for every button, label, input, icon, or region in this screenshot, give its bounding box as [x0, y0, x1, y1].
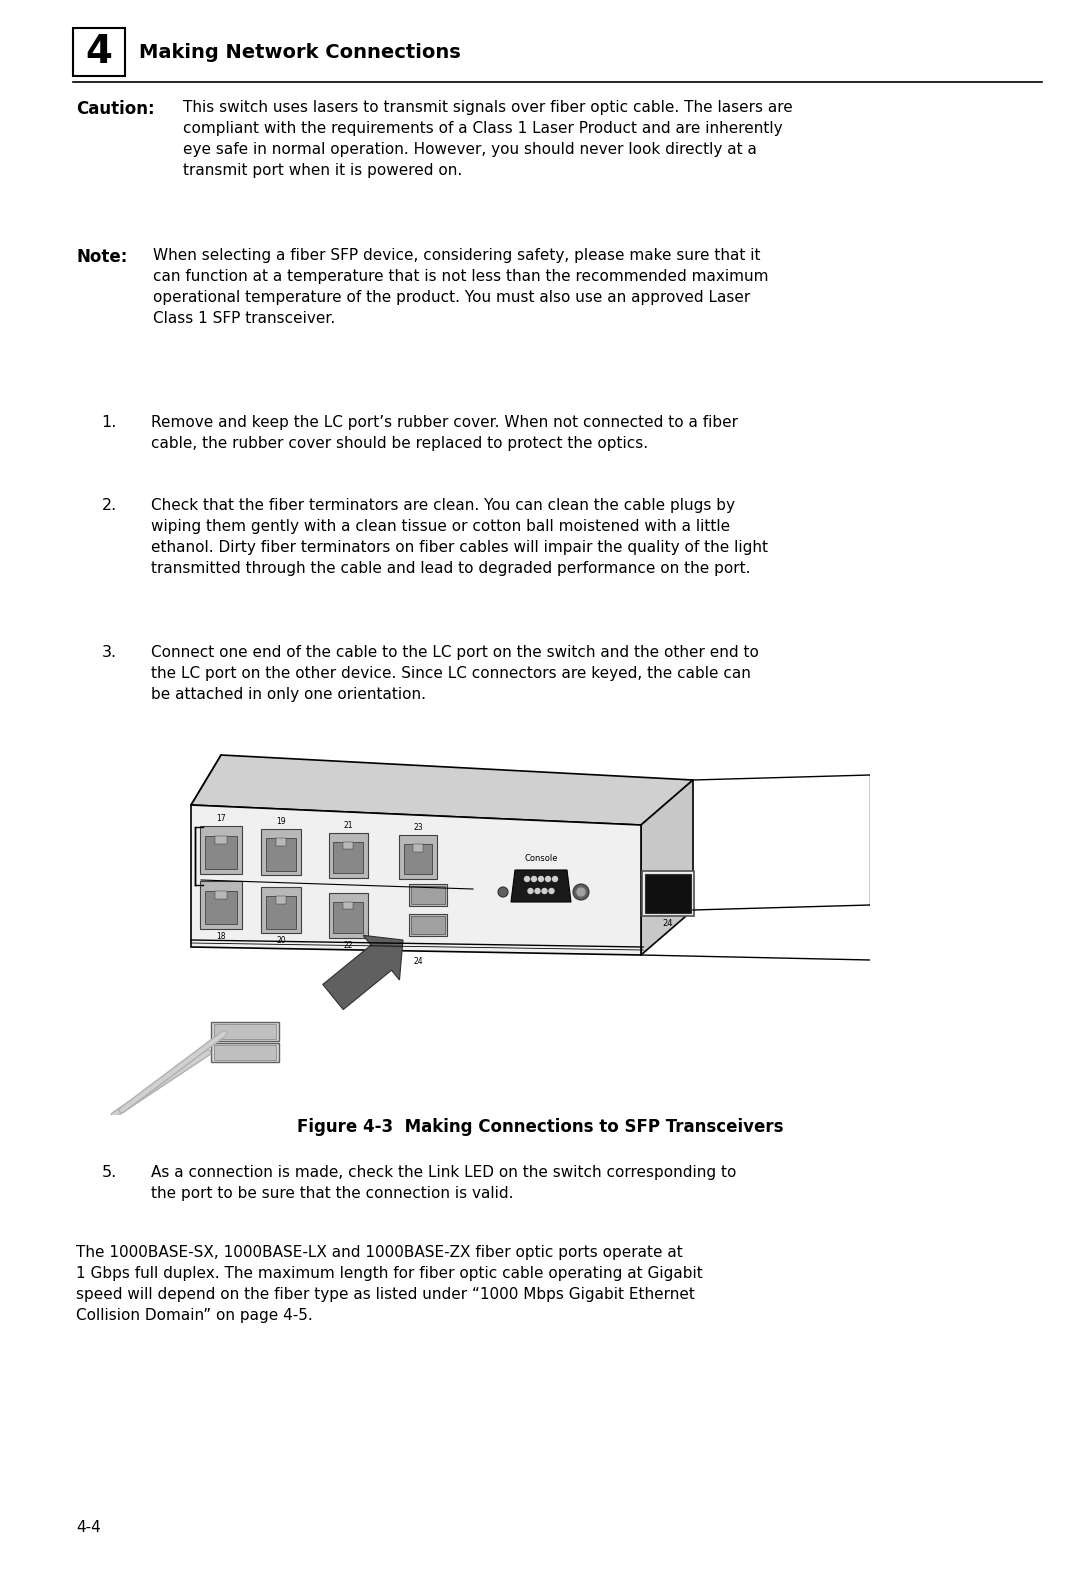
Text: 19: 19	[276, 816, 286, 826]
Text: 1.: 1.	[102, 414, 117, 430]
Bar	[266, 838, 296, 871]
Text: 23: 23	[414, 823, 422, 832]
Circle shape	[539, 876, 543, 881]
Text: 24: 24	[414, 958, 422, 966]
Text: Making Network Connections: Making Network Connections	[139, 42, 461, 61]
Bar	[342, 842, 353, 849]
Bar	[200, 826, 242, 874]
Text: 4: 4	[85, 33, 112, 71]
Bar	[200, 881, 242, 929]
Bar	[214, 1024, 276, 1039]
Text: Connect one end of the cable to the LC port on the switch and the other end to
t: Connect one end of the cable to the LC p…	[151, 645, 759, 702]
Bar	[328, 892, 367, 937]
Bar	[73, 28, 125, 75]
Bar	[275, 838, 286, 846]
Bar	[642, 870, 694, 915]
Text: 2.: 2.	[102, 498, 117, 513]
Bar	[260, 887, 301, 933]
Text: As a connection is made, check the Link LED on the switch corresponding to
the p: As a connection is made, check the Link …	[151, 1165, 737, 1201]
Circle shape	[545, 876, 551, 881]
Text: Note:: Note:	[77, 248, 127, 265]
Bar	[328, 832, 367, 878]
Text: Caution:: Caution:	[77, 100, 156, 118]
Bar	[411, 885, 445, 904]
Bar	[266, 896, 296, 928]
Text: 3.: 3.	[102, 645, 117, 659]
Text: Check that the fiber terminators are clean. You can clean the cable plugs by
wip: Check that the fiber terminators are cle…	[151, 498, 769, 576]
Bar	[334, 901, 363, 933]
Bar	[334, 842, 363, 873]
Bar	[411, 915, 445, 934]
Text: When selecting a fiber SFP device, considering safety, please make sure that it
: When selecting a fiber SFP device, consi…	[153, 248, 769, 327]
Text: Figure 4-3  Making Connections to SFP Transceivers: Figure 4-3 Making Connections to SFP Tra…	[297, 1118, 783, 1137]
Text: Remove and keep the LC port’s rubber cover. When not connected to a fiber
cable,: Remove and keep the LC port’s rubber cov…	[151, 414, 739, 451]
Bar	[409, 914, 447, 936]
Polygon shape	[191, 805, 642, 955]
Text: 17: 17	[216, 813, 226, 823]
Bar	[216, 835, 227, 845]
Bar	[216, 890, 227, 900]
Text: This switch uses lasers to transmit signals over fiber optic cable. The lasers a: This switch uses lasers to transmit sign…	[184, 100, 793, 177]
Polygon shape	[642, 780, 693, 955]
Text: 21: 21	[343, 821, 353, 829]
Bar	[260, 829, 301, 874]
Text: 22: 22	[343, 940, 353, 950]
Bar	[211, 1042, 279, 1061]
Text: 5.: 5.	[102, 1165, 117, 1181]
Circle shape	[553, 876, 557, 881]
Bar	[409, 884, 447, 906]
Polygon shape	[191, 755, 693, 824]
Bar	[400, 835, 436, 879]
Circle shape	[549, 889, 554, 893]
Bar	[214, 1046, 276, 1060]
Circle shape	[531, 876, 537, 881]
Polygon shape	[323, 936, 403, 1010]
Bar	[645, 873, 691, 912]
Bar	[413, 845, 423, 851]
Bar	[404, 845, 432, 874]
Circle shape	[573, 884, 589, 900]
Text: Console: Console	[524, 854, 557, 864]
Text: 4-4: 4-4	[77, 1520, 102, 1535]
Bar	[205, 890, 237, 925]
Circle shape	[577, 889, 585, 896]
Circle shape	[498, 887, 508, 896]
Bar	[275, 896, 286, 904]
Bar	[205, 835, 237, 870]
Circle shape	[525, 876, 529, 881]
Text: 18: 18	[216, 933, 226, 940]
Circle shape	[535, 889, 540, 893]
Circle shape	[542, 889, 546, 893]
Text: The 1000BASE-SX, 1000BASE-LX and 1000BASE-ZX fiber optic ports operate at
1 Gbps: The 1000BASE-SX, 1000BASE-LX and 1000BAS…	[77, 1245, 703, 1324]
Polygon shape	[511, 870, 571, 903]
Bar	[342, 901, 353, 909]
Text: 20: 20	[276, 936, 286, 945]
Text: 24: 24	[663, 920, 673, 928]
Bar	[211, 1022, 279, 1041]
Circle shape	[528, 889, 534, 893]
